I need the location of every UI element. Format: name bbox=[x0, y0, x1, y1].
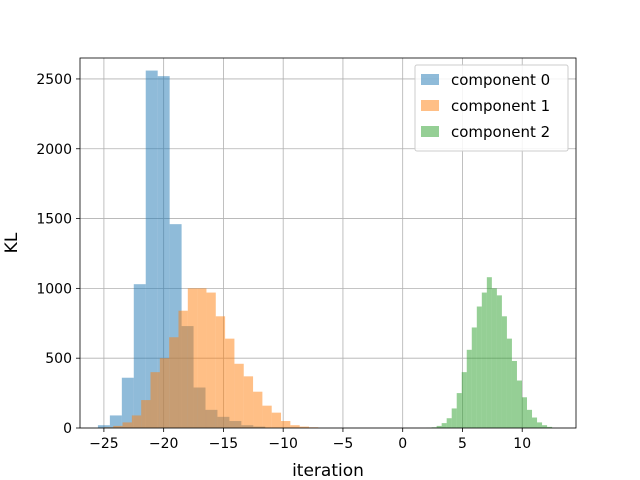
x-tick-label: 0 bbox=[398, 436, 407, 452]
histogram-bar bbox=[206, 292, 216, 428]
histogram-bar bbox=[97, 425, 110, 428]
y-tick-label: 500 bbox=[45, 351, 72, 367]
histogram-bar bbox=[133, 284, 146, 428]
histogram-bar bbox=[150, 372, 160, 428]
histogram-bar bbox=[157, 76, 170, 428]
x-tick-label: −10 bbox=[268, 436, 298, 452]
x-tick-label: 10 bbox=[513, 436, 531, 452]
histogram-bar bbox=[547, 426, 553, 428]
histogram-bar bbox=[516, 380, 522, 428]
histogram-bar bbox=[496, 295, 502, 428]
histogram-bar bbox=[486, 277, 492, 428]
histogram-bar bbox=[290, 425, 300, 428]
histogram-bar bbox=[234, 363, 244, 428]
histogram-bar bbox=[491, 288, 497, 428]
histogram-bar bbox=[532, 417, 538, 428]
histogram-bar bbox=[113, 425, 123, 428]
histogram-bar bbox=[131, 415, 142, 428]
histogram-bar bbox=[178, 310, 188, 428]
histogram-bar bbox=[481, 292, 487, 428]
histogram-bar bbox=[145, 70, 158, 428]
histogram-bar bbox=[243, 376, 254, 428]
histogram-bar bbox=[451, 408, 457, 428]
histogram-bar bbox=[141, 400, 151, 428]
histogram-bar bbox=[521, 397, 527, 428]
histogram-bar bbox=[187, 288, 198, 428]
x-tick-label: −15 bbox=[209, 436, 239, 452]
legend-label-component-2: component 2 bbox=[451, 123, 550, 141]
histogram-bar bbox=[169, 224, 182, 428]
histogram-bar bbox=[225, 338, 235, 428]
y-axis-label: KL bbox=[2, 232, 22, 253]
x-tick-label: −25 bbox=[89, 436, 119, 452]
histogram-bar bbox=[511, 360, 517, 428]
x-tick-label: 5 bbox=[458, 436, 467, 452]
histogram-bar bbox=[197, 288, 207, 428]
histogram-bar bbox=[122, 422, 132, 428]
histogram-bar bbox=[271, 412, 282, 428]
histogram-bar bbox=[537, 422, 543, 428]
histogram-bar bbox=[436, 425, 442, 428]
legend-swatch-component-1 bbox=[421, 100, 439, 111]
legend-swatch-component-0 bbox=[421, 74, 439, 85]
series-component-2-bars bbox=[426, 277, 553, 428]
histogram-bar bbox=[441, 423, 447, 428]
histogram-bar bbox=[461, 372, 467, 428]
y-tick-label: 2500 bbox=[36, 72, 72, 88]
histogram-bar bbox=[281, 421, 291, 428]
histogram-bar bbox=[526, 409, 533, 428]
legend-label-component-1: component 1 bbox=[451, 97, 550, 115]
histogram-bar bbox=[109, 415, 122, 428]
histogram-bar bbox=[253, 391, 263, 428]
y-tick-label: 1000 bbox=[36, 281, 72, 297]
x-axis-ticks: −25 −20 −15 −10 −5 0 5 10 bbox=[89, 428, 531, 452]
histogram-bar bbox=[215, 316, 226, 428]
histogram-bar bbox=[299, 426, 309, 428]
y-tick-label: 2000 bbox=[36, 142, 72, 158]
x-tick-label: −20 bbox=[149, 436, 179, 452]
histogram-bar bbox=[262, 405, 272, 428]
y-tick-label: 0 bbox=[63, 421, 72, 437]
histogram-bar bbox=[169, 337, 179, 428]
histogram-bar bbox=[121, 377, 134, 428]
histogram-bar bbox=[542, 425, 548, 428]
legend: component 0 component 1 component 2 bbox=[414, 64, 569, 152]
y-tick-label: 1500 bbox=[36, 212, 72, 228]
histogram-bar bbox=[471, 327, 477, 428]
legend-swatch-component-2 bbox=[421, 126, 439, 137]
x-axis-label: iteration bbox=[292, 461, 364, 480]
histogram-bar bbox=[159, 358, 170, 428]
x-tick-label: −5 bbox=[333, 436, 354, 452]
plot-area-frame bbox=[79, 57, 577, 429]
histogram-bar bbox=[476, 306, 482, 428]
histogram-bar bbox=[446, 418, 452, 428]
histogram-bar bbox=[456, 393, 462, 428]
legend-box bbox=[414, 64, 569, 152]
histogram-bar bbox=[501, 316, 507, 428]
histogram-bar bbox=[506, 338, 512, 428]
legend-label-component-0: component 0 bbox=[451, 71, 550, 89]
y-axis-ticks: 0 500 1000 1500 2000 2500 bbox=[36, 72, 80, 437]
histogram-bar bbox=[466, 349, 472, 428]
series-component-1-bars bbox=[103, 288, 319, 428]
